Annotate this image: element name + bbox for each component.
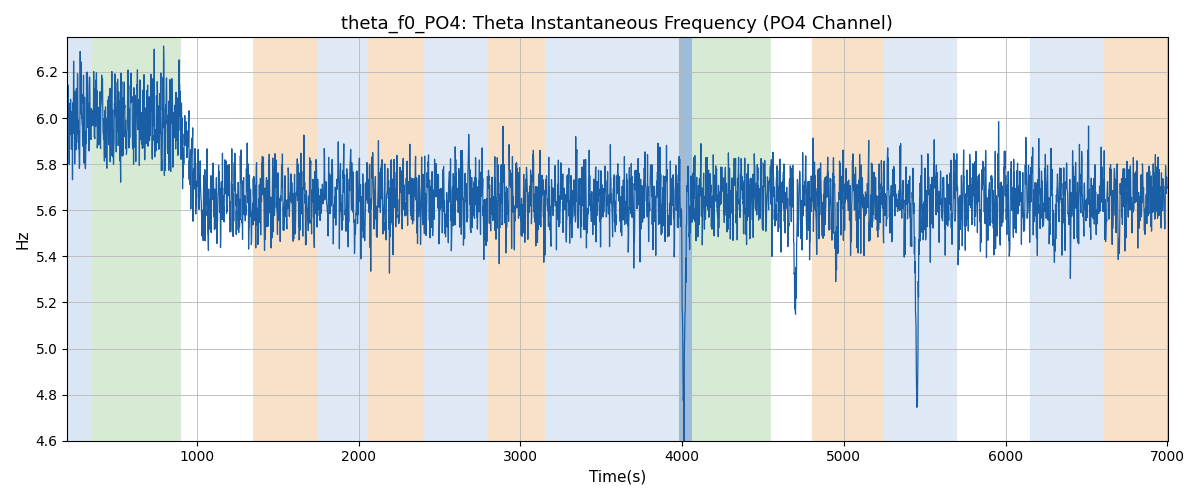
Bar <box>1030 38 1103 440</box>
Bar <box>92 38 180 440</box>
Y-axis label: Hz: Hz <box>16 230 30 249</box>
Bar <box>545 38 679 440</box>
Bar <box>679 38 692 440</box>
Bar <box>811 38 884 440</box>
Bar <box>1103 38 1168 440</box>
Bar <box>367 38 424 440</box>
Bar <box>67 38 92 440</box>
Bar <box>253 38 318 440</box>
Bar <box>884 38 958 440</box>
Bar <box>424 38 488 440</box>
Bar <box>488 38 545 440</box>
Bar <box>692 38 772 440</box>
Title: theta_f0_PO4: Theta Instantaneous Frequency (PO4 Channel): theta_f0_PO4: Theta Instantaneous Freque… <box>342 15 893 34</box>
X-axis label: Time(s): Time(s) <box>589 470 646 485</box>
Bar <box>318 38 367 440</box>
